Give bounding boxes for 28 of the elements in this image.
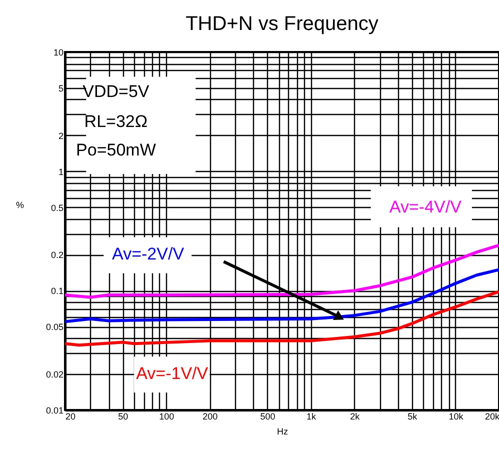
y-tick-label: 5: [58, 83, 64, 94]
y-axis-title: %: [16, 200, 24, 210]
y-tick-label: 1: [58, 166, 64, 177]
series-label: Av=-1V/V: [136, 364, 209, 384]
x-tick-label: 1k: [306, 412, 317, 422]
y-tick-label: 0.2: [50, 250, 64, 260]
y-tick-label: 0.01: [46, 406, 64, 416]
text: Av=-4V/V: [389, 197, 462, 216]
x-tick-label: 100: [159, 412, 174, 422]
annotation: RL=32Ω: [84, 112, 148, 131]
x-tick-label: 200: [202, 412, 218, 422]
chart-title: THD+N vs Frequency: [186, 13, 378, 35]
annotation: Po=50mW: [76, 140, 156, 160]
y-tick-label: 0.05: [46, 322, 64, 332]
y-tick-label: 0.1: [50, 286, 64, 296]
x-tick-label: 5k: [408, 412, 418, 422]
x-tick-label: 500: [260, 412, 276, 422]
y-tick-label: 0.5: [50, 202, 64, 213]
x-tick-label: 20: [66, 412, 76, 422]
x-axis-title: Hz: [277, 426, 288, 436]
x-tick-label: 2k: [350, 412, 360, 422]
y-tick-label: 0.02: [46, 370, 64, 380]
x-tick-label: 10k: [448, 412, 464, 422]
text: Av=-2V/V: [112, 244, 185, 264]
y-tick-label: 10: [53, 48, 64, 58]
annotation: VDD=5V: [82, 82, 150, 102]
y-tick-label: 2: [58, 130, 64, 141]
x-tick-label: 50: [118, 412, 128, 422]
